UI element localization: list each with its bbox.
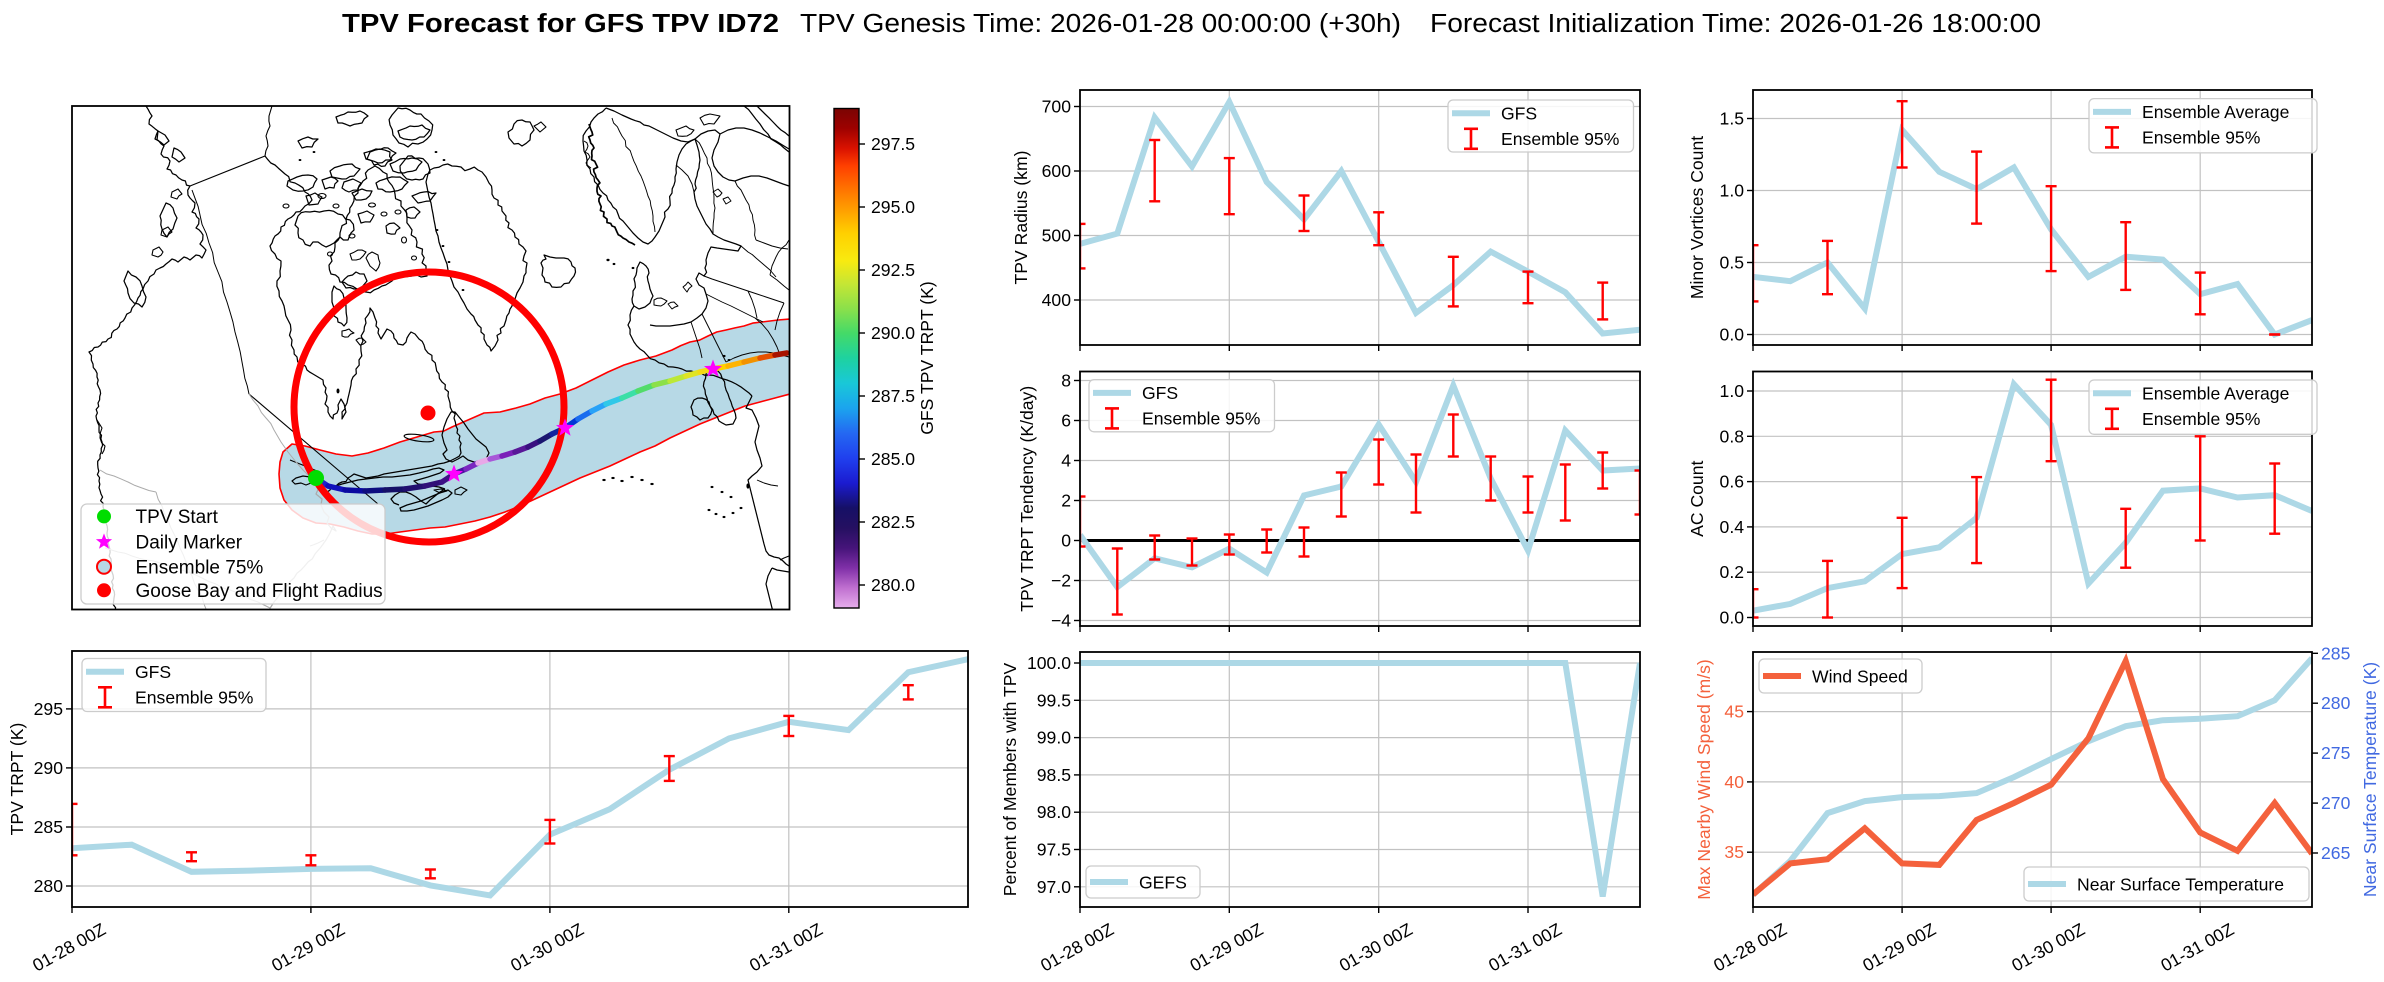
svg-text:0.2: 0.2 [1720,562,1744,582]
svg-text:−4: −4 [1051,611,1071,631]
svg-text:40: 40 [1724,772,1744,792]
svg-text:Forecast Initialization Time:: Forecast Initialization Time: 2026-01-26… [1430,10,2041,38]
svg-text:280: 280 [2321,693,2351,713]
svg-text:Near Surface Temperature (K): Near Surface Temperature (K) [2360,662,2380,897]
svg-text:1.0: 1.0 [1720,181,1745,201]
svg-text:GFS TPV TRPT (K): GFS TPV TRPT (K) [917,281,937,434]
svg-text:0: 0 [1061,531,1071,551]
svg-text:GFS: GFS [1501,104,1537,124]
svg-text:285: 285 [34,817,64,837]
svg-text:TPV Start: TPV Start [136,507,219,528]
svg-text:0.8: 0.8 [1720,426,1745,446]
svg-text:700: 700 [1042,97,1072,117]
svg-text:97.5: 97.5 [1037,840,1071,860]
svg-text:500: 500 [1042,226,1072,246]
svg-text:TPV TRPT Tendency (K/day): TPV TRPT Tendency (K/day) [1017,386,1037,612]
svg-text:Daily Marker: Daily Marker [136,533,243,554]
svg-text:282.5: 282.5 [871,512,915,532]
svg-text:Near Surface Temperature: Near Surface Temperature [2077,874,2284,894]
svg-text:45: 45 [1724,702,1744,722]
svg-text:100.0: 100.0 [1027,653,1071,673]
svg-text:280.0: 280.0 [871,575,915,595]
svg-text:TPV Radius (km): TPV Radius (km) [1011,151,1031,285]
svg-text:Ensemble 95%: Ensemble 95% [135,688,254,708]
svg-text:Minor Vortices Count: Minor Vortices Count [1687,136,1707,299]
svg-text:4: 4 [1061,451,1071,471]
svg-text:GEFS: GEFS [1139,872,1187,892]
svg-text:1.0: 1.0 [1720,381,1745,401]
svg-text:Ensemble 95%: Ensemble 95% [1142,409,1261,429]
svg-text:98.0: 98.0 [1037,802,1071,822]
svg-text:−2: −2 [1051,571,1071,591]
svg-text:Ensemble 95%: Ensemble 95% [1501,129,1620,149]
svg-text:292.5: 292.5 [871,260,915,280]
svg-text:Percent of Members with TPV: Percent of Members with TPV [1000,663,1020,897]
svg-text:0.0: 0.0 [1720,325,1745,345]
svg-text:2: 2 [1061,491,1071,511]
svg-text:1.5: 1.5 [1720,109,1745,129]
svg-text:35: 35 [1724,842,1744,862]
svg-text:290: 290 [34,758,64,778]
svg-text:275: 275 [2321,743,2351,763]
svg-text:285: 285 [2321,643,2351,663]
svg-text:TPV Forecast for GFS TPV ID72: TPV Forecast for GFS TPV ID72 [342,10,779,38]
svg-text:0.5: 0.5 [1720,253,1745,273]
svg-text:Ensemble 95%: Ensemble 95% [2142,409,2261,429]
svg-text:6: 6 [1061,411,1071,431]
svg-text:Ensemble 75%: Ensemble 75% [136,558,264,579]
svg-text:97.0: 97.0 [1037,877,1071,897]
svg-text:98.5: 98.5 [1037,765,1071,785]
svg-text:0.6: 0.6 [1720,472,1745,492]
svg-text:295.0: 295.0 [871,197,915,217]
svg-text:AC Count: AC Count [1687,461,1707,537]
svg-text:GFS: GFS [1142,383,1178,403]
svg-text:GFS: GFS [135,662,171,682]
svg-text:TPV Genesis Time: 2026-01-28 0: TPV Genesis Time: 2026-01-28 00:00:00 (+… [800,10,1401,38]
svg-text:Ensemble Average: Ensemble Average [2142,102,2289,122]
svg-text:8: 8 [1061,371,1071,391]
svg-text:600: 600 [1042,161,1072,181]
svg-text:99.5: 99.5 [1037,690,1071,710]
svg-text:290.0: 290.0 [871,323,915,343]
svg-text:Ensemble 95%: Ensemble 95% [2142,128,2261,148]
svg-text:Wind Speed: Wind Speed [1812,666,1908,686]
svg-text:285.0: 285.0 [871,449,915,469]
svg-text:287.5: 287.5 [871,386,915,406]
svg-text:297.5: 297.5 [871,134,915,154]
svg-text:295: 295 [34,699,64,719]
svg-text:265: 265 [2321,843,2351,863]
svg-text:Max Nearby Wind Speed (m/s): Max Nearby Wind Speed (m/s) [1694,659,1714,900]
svg-text:Goose Bay and Flight Radius: Goose Bay and Flight Radius [136,581,383,602]
svg-text:TPV TRPT (K): TPV TRPT (K) [7,723,27,836]
svg-text:99.0: 99.0 [1037,728,1071,748]
svg-text:280: 280 [34,876,64,896]
svg-text:270: 270 [2321,793,2351,813]
svg-text:0.4: 0.4 [1720,517,1745,537]
svg-text:Ensemble Average: Ensemble Average [2142,384,2289,404]
svg-text:0.0: 0.0 [1720,608,1745,628]
svg-text:400: 400 [1042,290,1072,310]
